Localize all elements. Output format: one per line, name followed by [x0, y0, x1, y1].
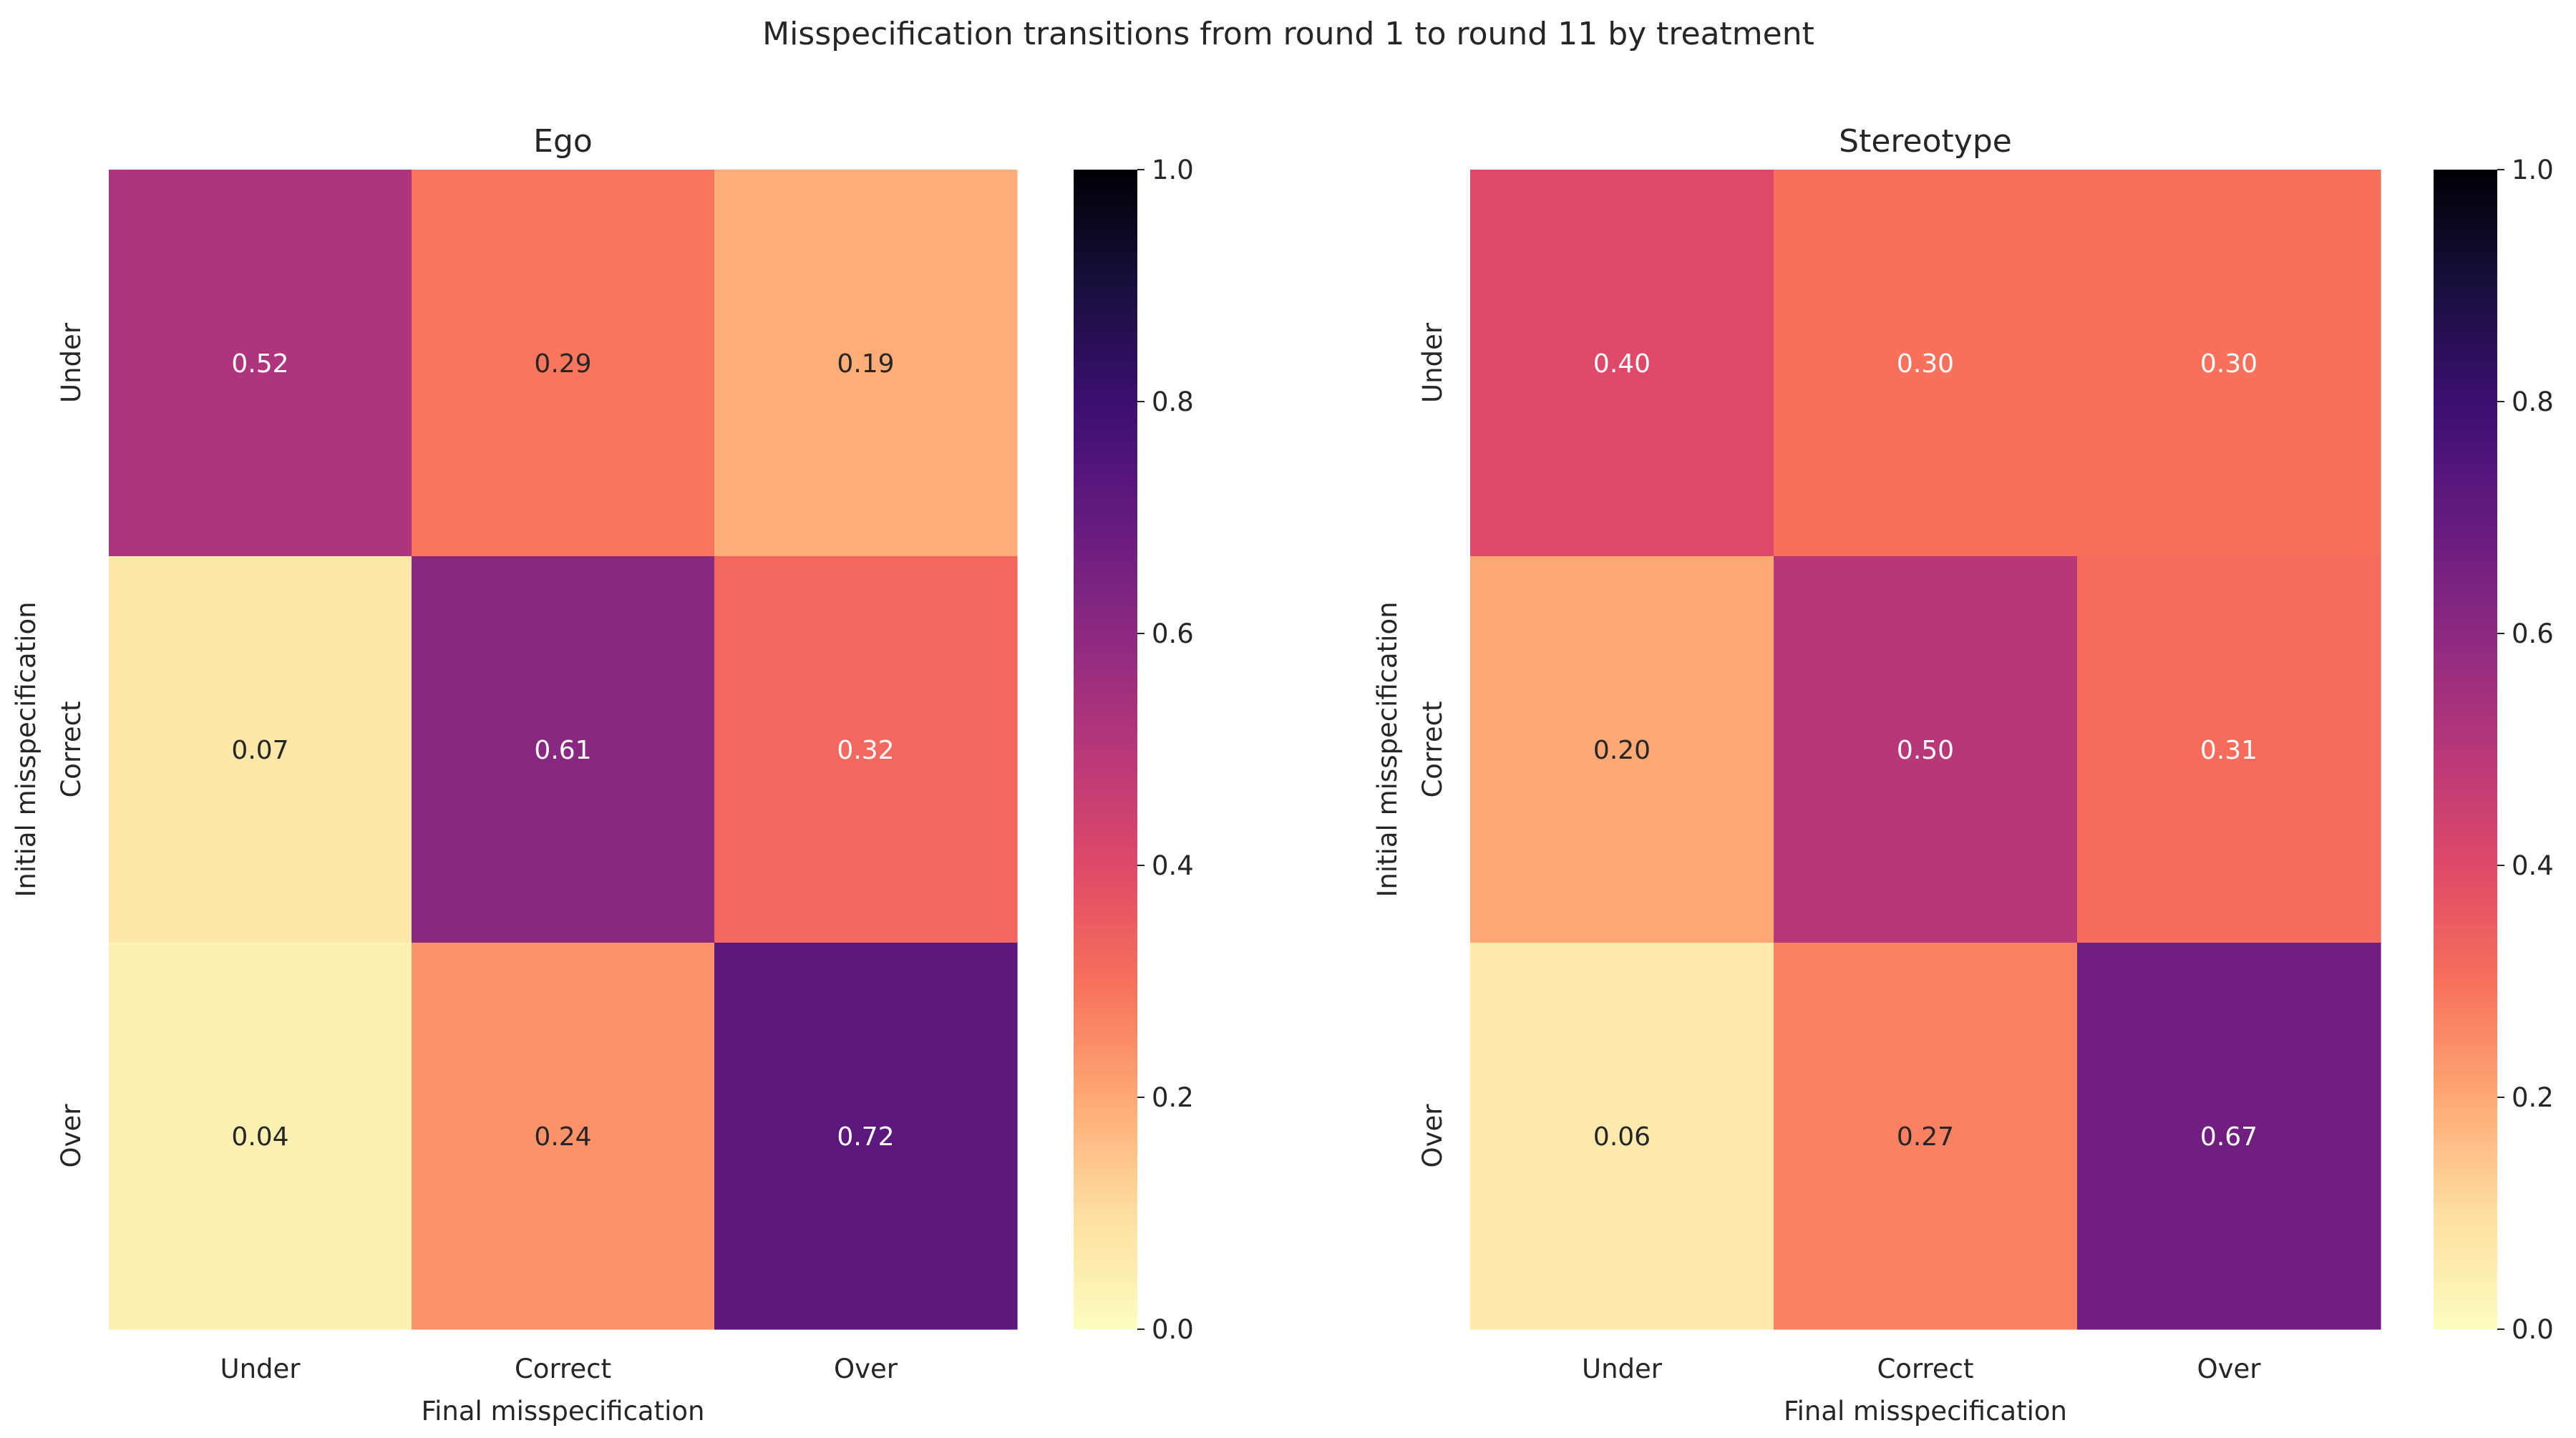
panel-title: Stereotype: [1839, 123, 2012, 160]
cell-value-label: 0.29: [534, 349, 591, 379]
x-axis-label: Final misspecification: [422, 1396, 705, 1427]
panel-title: Ego: [533, 123, 593, 160]
heatmap-cell: [1470, 170, 1774, 557]
heatmap-cell: [714, 943, 1018, 1330]
heatmap-cell: [2077, 556, 2381, 943]
y-tick-label: Under: [1417, 322, 1448, 403]
colorbar-tick-label: 0.0: [1152, 1314, 1194, 1345]
y-tick-label: Under: [56, 322, 87, 403]
y-tick-label: Over: [56, 1104, 87, 1168]
cell-value-label: 0.24: [534, 1122, 591, 1152]
colorbar: [1074, 170, 1137, 1329]
cell-value-label: 0.04: [231, 1122, 288, 1152]
cell-value-label: 0.67: [2200, 1122, 2257, 1152]
heatmap-cell: [1774, 556, 2078, 943]
y-tick-label: Correct: [1417, 701, 1448, 797]
x-tick-label: Over: [834, 1354, 898, 1384]
cell-value-label: 0.30: [1897, 349, 1954, 379]
colorbar: [2434, 170, 2497, 1329]
cell-value-label: 0.61: [534, 736, 591, 765]
cell-value-label: 0.30: [2200, 349, 2257, 379]
colorbar-tick-label: 0.6: [1152, 618, 1194, 649]
heatmap-cell: [1774, 170, 2078, 557]
cell-value-label: 0.32: [837, 736, 894, 765]
y-tick-label: Correct: [56, 701, 87, 797]
cell-value-label: 0.07: [231, 736, 288, 765]
cell-value-label: 0.50: [1897, 736, 1954, 765]
colorbar-tick-label: 0.2: [1152, 1082, 1194, 1113]
heatmap-cell: [714, 556, 1018, 943]
cell-value-label: 0.72: [837, 1122, 894, 1152]
heatmap-panel-1: 0.40 0.30 0.30 0.20 0.50 0.31 0.06 0.27 0.67 Ster…: [1372, 123, 2554, 1427]
y-axis-label: Initial misspecification: [11, 601, 42, 897]
y-tick-label: Over: [1417, 1104, 1448, 1168]
cell-value-label: 0.40: [1593, 349, 1651, 379]
heatmap-cell: [412, 170, 715, 557]
x-tick-label: Over: [2197, 1354, 2262, 1384]
heatmap-cell: [1774, 943, 2078, 1330]
heatmap-cell: [109, 943, 412, 1330]
colorbar-tick-label: 0.6: [2512, 618, 2554, 649]
x-tick-label: Correct: [515, 1354, 611, 1384]
x-tick-label: Under: [220, 1354, 301, 1384]
cell-value-label: 0.06: [1593, 1122, 1651, 1152]
cell-value-label: 0.52: [231, 349, 288, 379]
x-tick-label: Correct: [1877, 1354, 1973, 1384]
heatmap-cell: [2077, 170, 2381, 557]
heatmap-cell: [412, 556, 715, 943]
cell-value-label: 0.31: [2200, 736, 2257, 765]
cell-value-label: 0.20: [1593, 736, 1651, 765]
heatmap-cell: [109, 556, 412, 943]
figure-title: Misspecification transitions from round …: [762, 16, 1814, 52]
heatmap-cell: [109, 170, 412, 557]
heatmap-cell: [412, 943, 715, 1330]
colorbar-tick-label: 1.0: [1152, 155, 1194, 185]
colorbar-tick-label: 0.8: [1152, 387, 1194, 417]
heatmap-cell: [1470, 943, 1774, 1330]
colorbar-tick-label: 0.4: [1152, 850, 1194, 881]
colorbar-tick-label: 0.4: [2512, 850, 2554, 881]
colorbar-tick-label: 0.2: [2512, 1082, 2554, 1113]
heatmap-cell: [1470, 556, 1774, 943]
cell-value-label: 0.19: [837, 349, 894, 379]
heatmap-panel-0: 0.52 0.29 0.19 0.07 0.61 0.32 0.04 0.24 0.72 Ego U…: [11, 123, 1194, 1427]
colorbar-tick-label: 1.0: [2512, 155, 2554, 185]
cell-value-label: 0.27: [1897, 1122, 1954, 1152]
colorbar-tick-label: 0.8: [2512, 387, 2554, 417]
heatmap-cell: [2077, 943, 2381, 1330]
x-tick-label: Under: [1582, 1354, 1663, 1384]
heatmap-cell: [714, 170, 1018, 557]
y-axis-label: Initial misspecification: [1372, 601, 1403, 897]
colorbar-tick-label: 0.0: [2512, 1314, 2554, 1345]
x-axis-label: Final misspecification: [1784, 1396, 2067, 1427]
